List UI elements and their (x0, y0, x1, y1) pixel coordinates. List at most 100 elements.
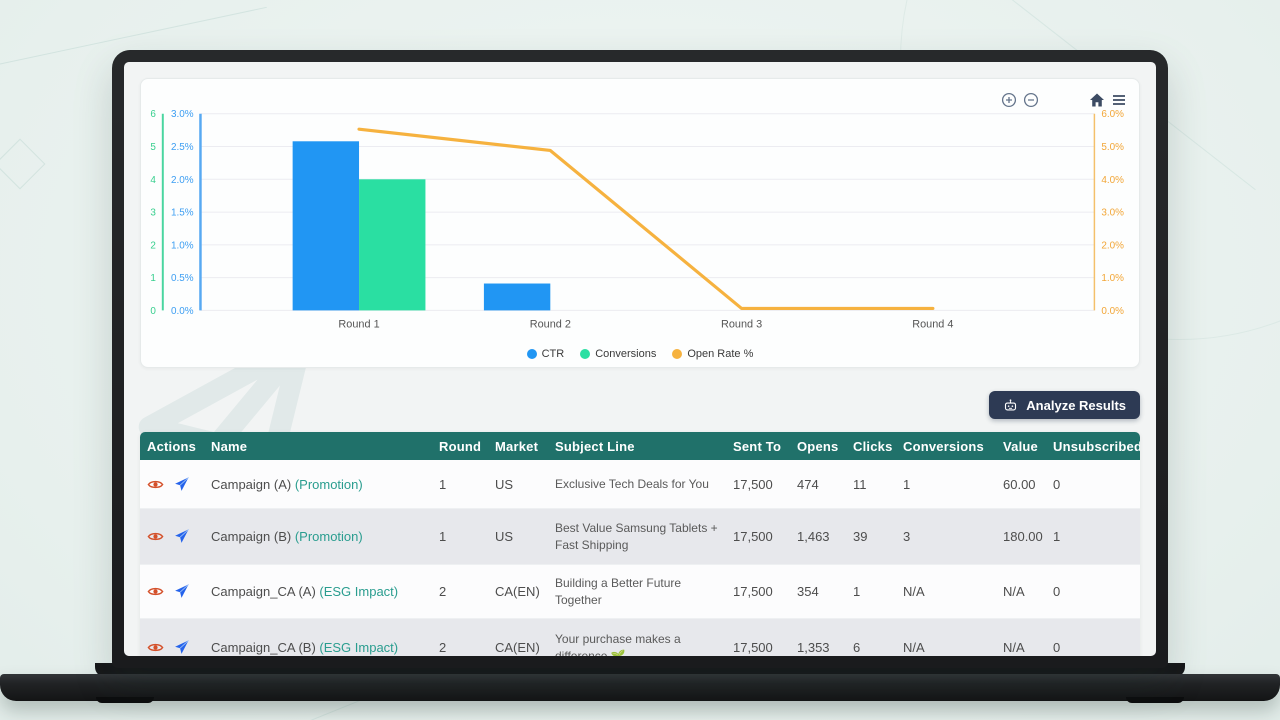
campaign-name: Campaign_CA (A) (211, 584, 320, 599)
campaign-name: Campaign_CA (B) (211, 640, 320, 655)
cell-sent-to: 17,500 (733, 529, 773, 544)
view-icon[interactable] (147, 476, 164, 493)
send-icon[interactable] (173, 639, 190, 656)
cell-name: Campaign_CA (B) (ESG Impact) (204, 632, 432, 656)
svg-text:2: 2 (150, 240, 156, 251)
laptop-foot (1126, 697, 1184, 703)
performance-chart[interactable]: 0 1 2 3 4 5 6 0.0% 0.5% 1.0% 1.5% 2.0% 2.5% 3.0% 0.0% 1… (141, 79, 1139, 367)
column-header-opens: Opens (797, 438, 839, 454)
column-header-sent-to: Sent To (733, 438, 782, 454)
decor-diamond (0, 138, 46, 190)
legend-label: Conversions (595, 348, 657, 360)
column-header-market: Market (495, 438, 539, 454)
svg-text:1: 1 (150, 273, 156, 284)
cell-clicks: 1 (853, 584, 861, 599)
send-icon[interactable] (173, 528, 190, 545)
campaign-name: Campaign (B) (211, 529, 295, 544)
column-header-clicks: Clicks (853, 438, 893, 454)
menu-icon[interactable] (1111, 92, 1127, 108)
robot-icon (1005, 398, 1017, 410)
svg-text:2.0%: 2.0% (171, 175, 194, 186)
svg-text:4: 4 (150, 175, 156, 186)
svg-text:1.0%: 1.0% (1101, 273, 1124, 284)
cell-actions (140, 468, 204, 501)
svg-text:3.0%: 3.0% (171, 109, 194, 120)
table-row: Campaign_CA (B) (ESG Impact) 2 CA(EN) Your … (140, 619, 1140, 656)
campaign-name: Campaign (A) (211, 476, 295, 492)
campaign-tag: (Promotion) (294, 476, 363, 492)
cell-market: US (495, 529, 514, 544)
cell-round: 1 (439, 476, 447, 492)
cell-value: 180.00 (1003, 529, 1043, 544)
cell-round: 2 (439, 640, 447, 655)
column-header-unsubscribed: Unsubscribed (1053, 438, 1140, 454)
cell-unsubscribed: 0 (1053, 476, 1061, 492)
cell-clicks: 39 (853, 529, 868, 544)
table-row: Campaign_CA (A) (ESG Impact) 2 CA(EN) Build… (140, 565, 1140, 619)
table-row: Campaign (B) (Promotion) 1 US Best Value Sa… (140, 509, 1140, 565)
svg-text:Round 3: Round 3 (721, 318, 762, 330)
legend-item-open-rate-[interactable]: Open Rate % (672, 348, 753, 360)
cell-market: US (495, 476, 514, 492)
cell-name: Campaign_CA (A) (ESG Impact) (204, 576, 432, 607)
legend-label: CTR (541, 348, 565, 360)
column-header-round: Round (439, 438, 482, 454)
column-header-subject: Subject Line (555, 438, 635, 454)
cell-market: CA(EN) (495, 584, 540, 599)
legend-item-conversions[interactable]: Conversions (580, 348, 656, 360)
table-row: Campaign (A) (Promotion) 1 US Exclusive Tec… (140, 460, 1140, 509)
campaign-tag: (ESG Impact) (319, 584, 399, 599)
table-body: Campaign (A) (Promotion) 1 US Exclusive Tec… (140, 460, 1140, 656)
laptop-foot (96, 697, 154, 703)
cell-sent-to: 17,500 (733, 584, 773, 599)
table-header: Actions Name Round Market Subject Line Sent T… (140, 432, 1140, 460)
cell-clicks: 6 (853, 640, 861, 655)
svg-text:Round 4: Round 4 (912, 318, 953, 330)
home-icon[interactable] (1089, 92, 1105, 108)
cell-name: Campaign (A) (Promotion) (204, 469, 432, 500)
view-icon[interactable] (147, 583, 164, 600)
legend-dot (672, 349, 683, 359)
cell-unsubscribed: 0 (1053, 584, 1061, 599)
send-icon[interactable] (173, 583, 190, 600)
legend-dot (580, 349, 591, 359)
cell-round: 2 (439, 584, 447, 599)
svg-text:0.5%: 0.5% (171, 273, 194, 284)
cell-subject: Building a Better Future Together (555, 576, 682, 607)
cell-conversions: 3 (903, 529, 911, 544)
cell-subject: Best Value Samsung Tablets + Fast Shippi… (555, 521, 718, 552)
campaign-tag: (ESG Impact) (319, 640, 399, 655)
chart-toolbar (1001, 92, 1127, 108)
zoom-out-icon[interactable] (1023, 92, 1039, 108)
svg-text:Round 2: Round 2 (530, 318, 571, 330)
zoom-in-icon[interactable] (1001, 92, 1017, 108)
cell-conversions: N/A (903, 640, 925, 655)
cell-value: 60.00 (1003, 476, 1036, 492)
laptop-base (0, 674, 1280, 701)
svg-text:Round 1: Round 1 (338, 318, 379, 330)
svg-text:0: 0 (150, 306, 156, 317)
performance-chart-card: 0 1 2 3 4 5 6 0.0% 0.5% 1.0% 1.5% 2.0% 2.5% 3.0% 0.0% 1… (140, 78, 1140, 368)
send-icon[interactable] (173, 476, 190, 493)
legend-item-ctr[interactable]: CTR (526, 348, 565, 360)
column-header-actions: Actions (147, 438, 197, 454)
view-icon[interactable] (147, 528, 164, 545)
cell-opens: 354 (797, 584, 819, 599)
analyze-results-button[interactable]: Analyze Results (989, 391, 1140, 419)
cell-subject: Exclusive Tech Deals for You (555, 476, 709, 491)
cell-subject: Your purchase makes a difference 🌱 (555, 632, 681, 656)
column-header-name: Name (211, 438, 248, 454)
cell-opens: 1,463 (797, 529, 830, 544)
svg-text:6: 6 (150, 109, 156, 120)
view-icon[interactable] (147, 639, 164, 656)
svg-text:2.0%: 2.0% (1101, 240, 1124, 251)
svg-text:5: 5 (150, 142, 156, 153)
cell-conversions: 1 (903, 476, 911, 492)
cell-opens: 1,353 (797, 640, 830, 655)
svg-text:0.0%: 0.0% (1101, 306, 1124, 317)
campaign-tag: (Promotion) (294, 529, 363, 544)
cell-sent-to: 17,500 (733, 640, 773, 655)
legend-label: Open Rate % (687, 348, 754, 360)
cell-actions (140, 631, 204, 656)
svg-text:6.0%: 6.0% (1101, 109, 1124, 120)
